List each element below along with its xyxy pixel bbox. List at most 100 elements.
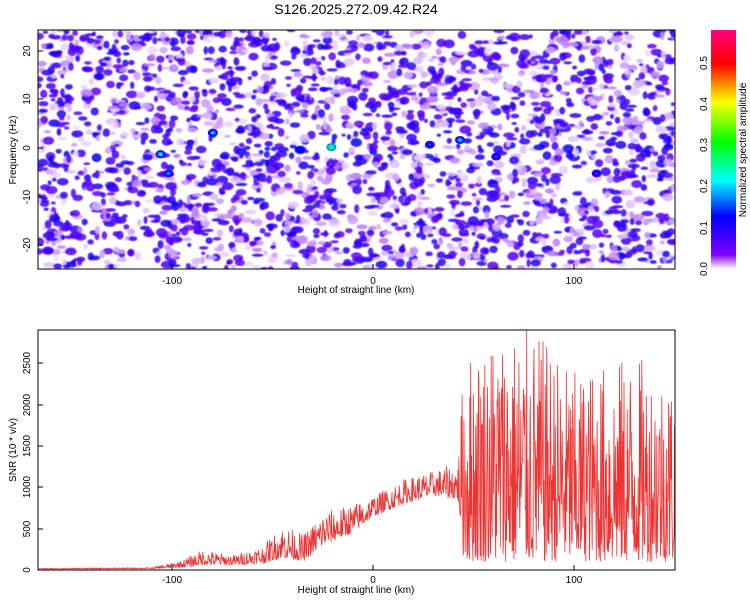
heatmap-cell [640,184,648,191]
heatmap-cell [557,36,569,46]
heatmap-cell [506,265,512,269]
heatmap-cell [167,127,174,132]
heatmap-cell [234,260,246,266]
heatmap-cell [390,256,396,260]
heatmap-y-tick-label: -20 [22,237,33,252]
heatmap-cell [348,262,354,267]
heatmap-cell [229,176,241,184]
heatmap-cell [107,263,115,268]
heatmap-cell [285,212,290,219]
heatmap-cell [460,201,473,206]
heatmap-cell [255,168,263,172]
heatmap-cell [592,113,603,121]
heatmap-cell [79,34,90,41]
heatmap-cell [595,142,605,148]
heatmap-cell [581,130,594,135]
heatmap-cell [426,96,438,103]
heatmap-cell [469,70,477,75]
heatmap-cell [132,134,140,139]
heatmap-cell [207,46,215,55]
heatmap-cell [551,193,558,198]
heatmap-cell [402,224,408,231]
heatmap-cell [294,109,305,113]
heatmap-cell [307,164,315,169]
heatmap-cell [664,56,674,65]
heatmap-cell [633,196,645,203]
heatmap-cell [325,166,336,175]
heatmap-cell [366,229,375,237]
heatmap-cell [304,253,310,260]
heatmap-cell [378,237,389,244]
heatmap-cell [304,149,309,154]
heatmap-cell [119,74,129,82]
heatmap-cell [348,88,359,93]
heatmap-cell [300,113,309,118]
heatmap-cell [112,121,120,129]
heatmap-cell [153,95,159,103]
heatmap-cell [397,183,403,187]
heatmap-cell [317,109,325,119]
heatmap-cell [101,231,108,240]
heatmap-cell [652,105,658,112]
heatmap-cell [280,229,285,237]
heatmap-cell [255,98,263,106]
heatmap-cell [83,162,91,166]
heatmap-cell [355,53,361,61]
heatmap-cell [642,107,650,117]
heatmap-cell [50,172,61,178]
heatmap-cell [626,104,637,108]
heatmap-cell [496,41,508,45]
heatmap-cell [135,121,146,126]
heatmap-cell [188,86,199,91]
heatmap-y-axis-label: Frequency (Hz) [8,116,19,185]
heatmap-cell [42,136,55,145]
heatmap-cell [444,263,452,268]
heatmap-cell [302,39,309,47]
heatmap-cell [391,151,399,155]
heatmap-cell [426,264,434,268]
heatmap-cell [218,45,227,53]
heatmap-cell [506,215,515,224]
heatmap-cell [527,181,537,190]
heatmap-cell [420,196,431,200]
heatmap-cell [233,36,240,45]
heatmap-cell [91,202,104,211]
heatmap-cell [123,30,128,34]
heatmap-cell [130,128,136,134]
heatmap-cell [154,76,162,85]
heatmap-cell [175,58,185,62]
heatmap-cell [546,205,558,214]
heatmap-cell [222,168,232,174]
heatmap-cell [168,54,175,61]
heatmap-cell [368,186,375,191]
heatmap-cell [168,64,179,73]
heatmap-cell [540,113,546,122]
heatmap-cell [69,211,75,217]
heatmap-cell [571,164,583,169]
heatmap-cell [553,230,563,234]
heatmap-cell [382,217,391,223]
heatmap-cell [45,83,56,90]
heatmap-cell [252,247,263,253]
heatmap-cell [238,173,248,179]
heatmap-cell [482,247,490,255]
heatmap-cell [109,196,117,205]
heatmap-cell [68,62,74,71]
heatmap-cell [47,155,54,163]
heatmap-cell [514,126,520,133]
heatmap-cell [425,251,433,257]
heatmap-cell [655,30,667,33]
heatmap-cell [519,100,526,106]
heatmap-cell [411,229,416,233]
heatmap-cell [243,145,251,150]
heatmap-cell [634,143,642,152]
heatmap-cell [285,225,291,232]
heatmap-cell [539,87,549,94]
heatmap-cell [323,96,336,103]
heatmap-cell [579,196,587,206]
heatmap-cell [201,232,209,236]
heatmap-cell [290,69,302,72]
heatmap-cell [470,63,477,70]
heatmap-cell [497,35,506,40]
heatmap-cell [500,204,512,208]
